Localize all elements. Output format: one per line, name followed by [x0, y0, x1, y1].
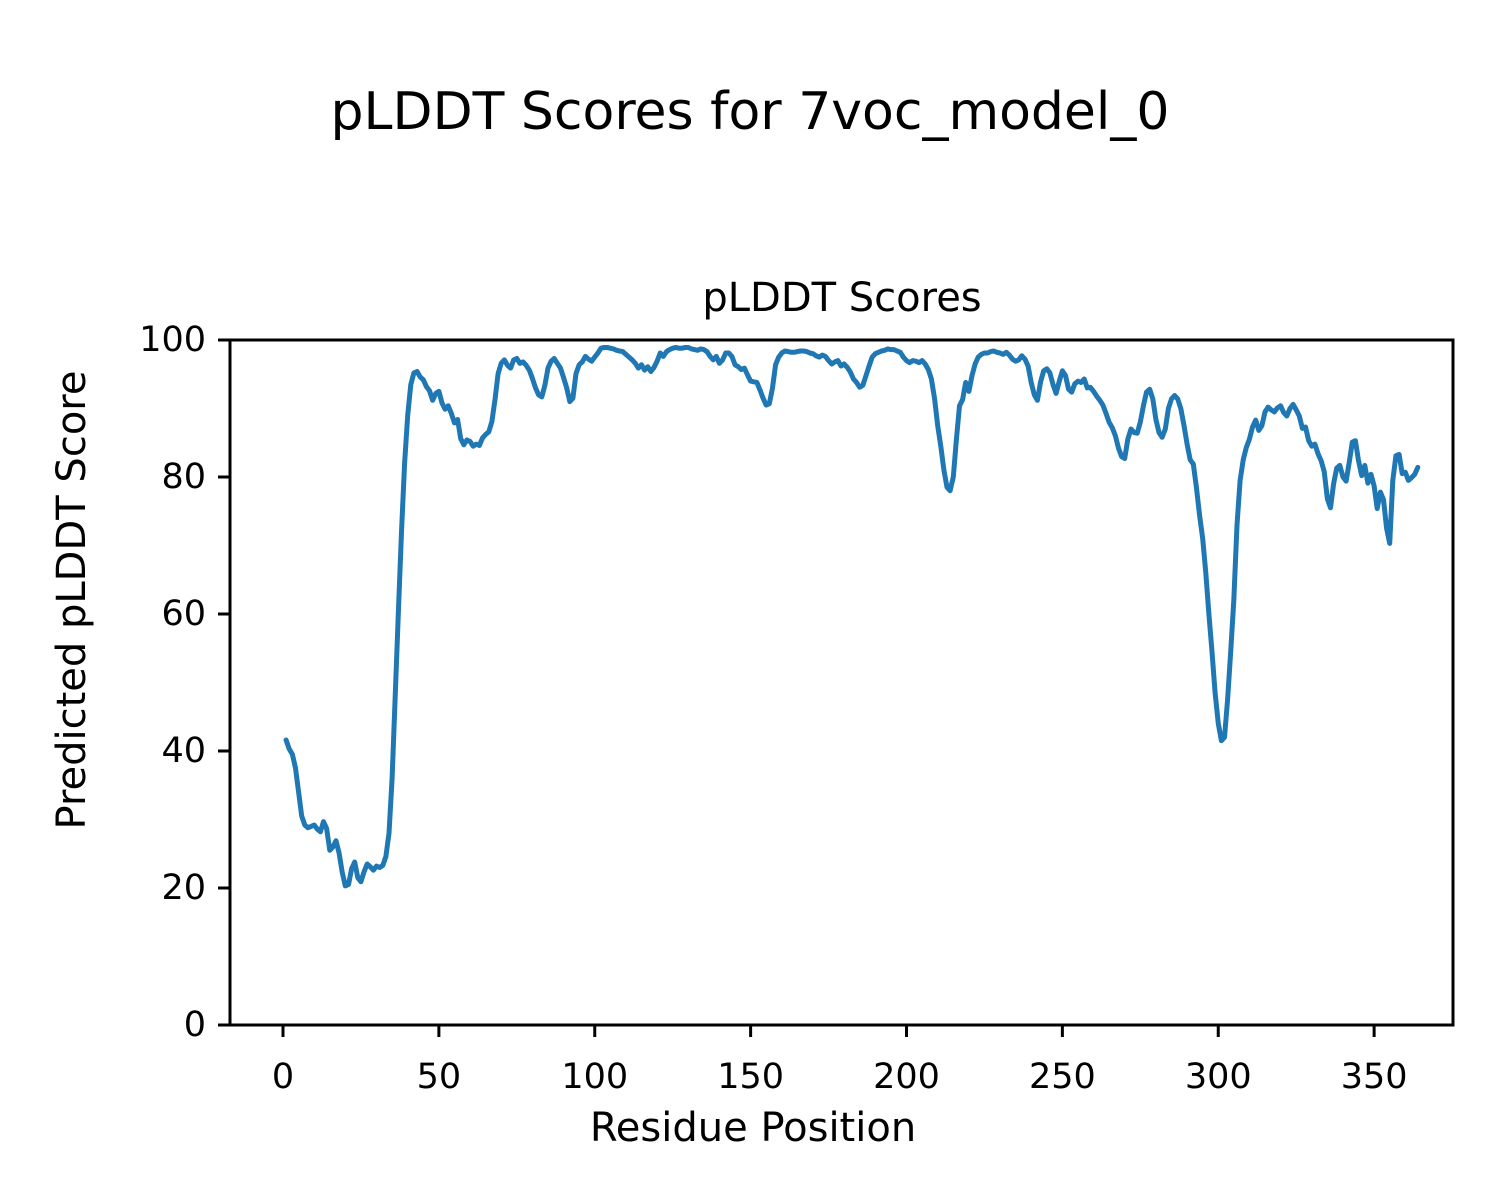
y-tick-label: 100	[139, 320, 206, 360]
x-tick-label: 250	[1029, 1057, 1096, 1097]
y-tick-label: 20	[161, 868, 206, 908]
axes-box	[228, 338, 1455, 1027]
axes-title: pLDDT Scores	[702, 275, 982, 321]
x-tick-label: 150	[717, 1057, 784, 1097]
x-axis-ticks: 0 50 100 150 200 250 300 350	[272, 1025, 1408, 1097]
x-tick-label: 200	[873, 1057, 940, 1097]
y-tick-label: 0	[184, 1005, 206, 1045]
y-axis-label: Predicted pLDDT Score	[49, 370, 95, 830]
y-axis-ticks: 0 20 40 60 80 100	[139, 320, 230, 1045]
y-tick-label: 60	[161, 594, 206, 634]
x-tick-label: 50	[417, 1057, 462, 1097]
x-axis-label: Residue Position	[589, 1105, 917, 1151]
x-tick-label: 0	[272, 1057, 294, 1097]
x-tick-label: 300	[1185, 1057, 1252, 1097]
x-tick-label: 100	[561, 1057, 628, 1097]
y-tick-label: 80	[161, 457, 206, 497]
y-tick-label: 40	[161, 731, 206, 771]
plddt-line	[283, 345, 1421, 889]
figure-suptitle: pLDDT Scores for 7voc_model_0	[330, 82, 1170, 142]
x-tick-label: 350	[1341, 1057, 1408, 1097]
